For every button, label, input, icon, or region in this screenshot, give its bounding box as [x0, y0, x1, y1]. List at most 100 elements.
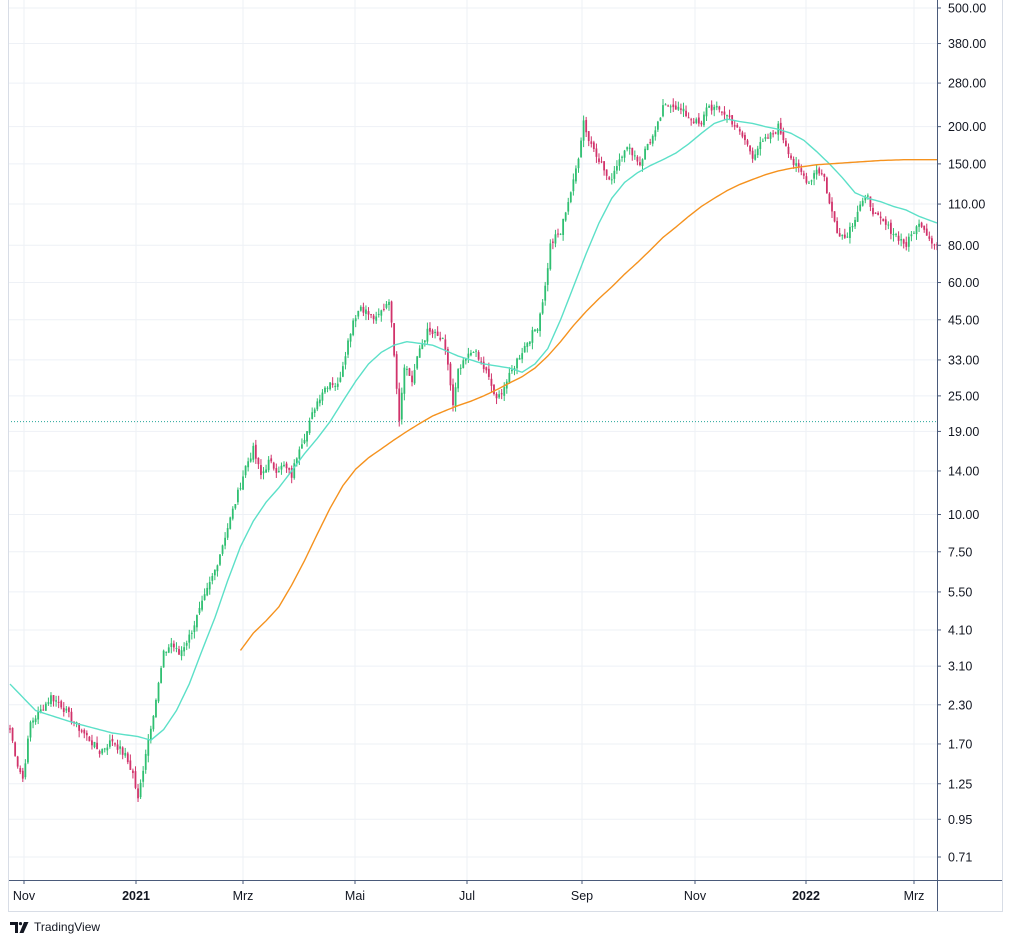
candle-up [669, 104, 672, 113]
candle-down [362, 302, 365, 317]
candle-down [603, 161, 605, 176]
candle-down [16, 755, 19, 769]
candle-down [598, 153, 600, 165]
candle-up [324, 386, 326, 394]
moving-average-long [239, 158, 937, 651]
candle-up [521, 347, 524, 364]
price-chart[interactable]: 500.00 380.00 280.00 200.00 150.00 110.00 80.0… [0, 0, 1012, 912]
candle-down [172, 640, 175, 652]
candle-up [252, 442, 255, 463]
candle-up [311, 407, 314, 420]
candle-up [27, 735, 29, 765]
tradingview-branding[interactable]: TradingView [10, 920, 100, 934]
candle-up [808, 180, 810, 184]
y-axis-labels[interactable]: 500.00 380.00 280.00 200.00 150.00 110.00 80.0… [937, 2, 986, 865]
candle-down [718, 105, 721, 113]
candle-up [900, 233, 903, 247]
candle-down [439, 331, 442, 342]
candle-up [301, 438, 303, 449]
x-tick-label: Mai [345, 889, 365, 903]
candle-up [211, 572, 214, 585]
y-tick-label: 2.30 [948, 698, 972, 712]
candle-up [423, 340, 426, 347]
candle-down [11, 727, 14, 744]
x-axis-labels[interactable]: Nov 2021 Mrz Mai Jul Sep Nov 2022 Mrz [13, 880, 925, 903]
candle-up [175, 642, 178, 653]
candle-up [208, 576, 211, 595]
candle-up [549, 239, 552, 271]
candle-down [42, 704, 45, 711]
candle-up [475, 349, 477, 358]
y-tick-label: 1.25 [948, 777, 972, 791]
x-tick-label: 2021 [122, 889, 150, 903]
candle-down [446, 346, 449, 371]
candle-down [631, 147, 634, 161]
candle-up [316, 398, 319, 412]
candle-up [470, 349, 472, 357]
candle-up [32, 717, 34, 729]
candle-up [628, 143, 631, 155]
candle-down [733, 120, 736, 130]
y-tick-label: 14.00 [948, 464, 979, 478]
candle-up [418, 345, 421, 358]
candle-up [50, 692, 52, 707]
candle-up [577, 157, 580, 173]
candle-up [380, 309, 383, 322]
candle-down [833, 211, 836, 223]
candle-up [544, 281, 547, 306]
candle-down [741, 130, 744, 139]
candle-down [667, 104, 670, 107]
candle-down [700, 120, 703, 127]
candle-up [306, 431, 308, 447]
candle-down [62, 702, 65, 717]
candles [9, 98, 938, 802]
candle-down [905, 236, 908, 251]
candle-down [178, 645, 180, 656]
candle-down [557, 228, 559, 238]
candle-up [754, 149, 757, 161]
candle-down [452, 378, 454, 412]
y-tick-label: 200.00 [948, 120, 986, 134]
candle-down [126, 751, 129, 765]
candle-up [575, 165, 577, 184]
candle-up [759, 136, 762, 156]
candle-up [695, 117, 698, 125]
candle-up [231, 506, 234, 521]
candle-down [672, 98, 675, 113]
candle-down [121, 746, 124, 760]
candle-down [674, 101, 677, 110]
candle-down [779, 117, 782, 135]
candle-up [101, 748, 104, 756]
candle-up [170, 637, 173, 654]
candle-up [265, 464, 267, 473]
candle-up [406, 365, 408, 376]
candle-up [165, 651, 168, 656]
x-tick-label: Sep [571, 889, 593, 903]
candle-up [713, 104, 716, 117]
candle-up [339, 371, 342, 383]
candle-up [659, 117, 662, 122]
candle-down [431, 328, 434, 338]
candle-down [805, 172, 808, 185]
candle-down [749, 144, 751, 155]
y-tick-label: 19.00 [948, 425, 979, 439]
candle-up [106, 743, 109, 755]
candle-down [872, 202, 874, 217]
candle-up [334, 382, 337, 391]
candle-down [60, 699, 63, 710]
chart-area[interactable]: 500.00 380.00 280.00 200.00 150.00 110.00 80.0… [0, 0, 1012, 912]
candle-down [85, 730, 88, 741]
candle-down [685, 105, 687, 118]
candle-down [96, 736, 98, 750]
candle-up [318, 394, 321, 407]
candle-up [65, 706, 68, 714]
candle-up [907, 233, 910, 252]
candle-up [662, 99, 664, 118]
candle-up [656, 120, 659, 132]
candle-up [462, 357, 465, 369]
candle-down [370, 313, 372, 319]
candle-up [239, 482, 242, 491]
candle-down [785, 137, 787, 147]
candle-up [861, 197, 864, 207]
candle-up [567, 197, 570, 215]
